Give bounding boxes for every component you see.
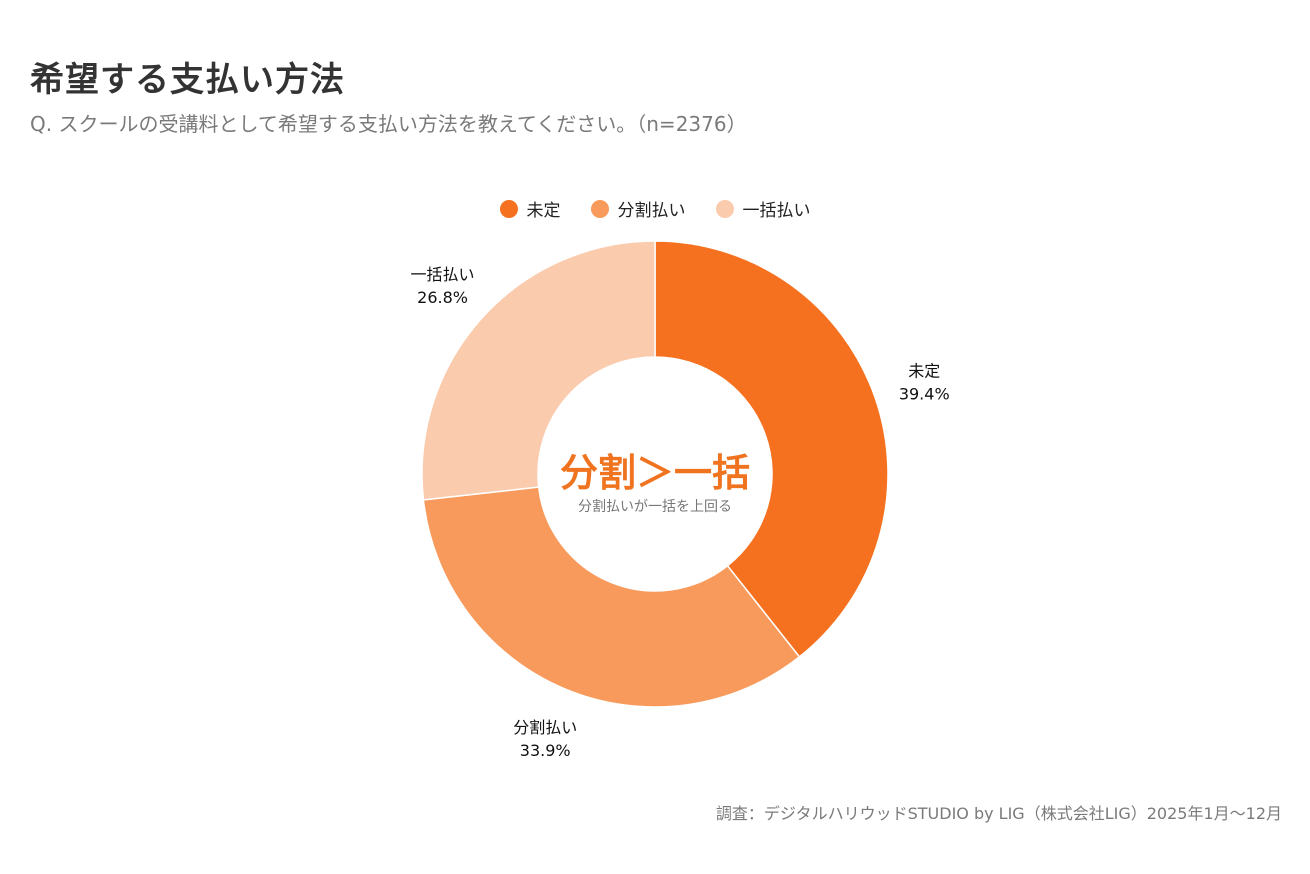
slice-value-installment: 33.9% bbox=[520, 741, 571, 760]
legend-item-lump-sum: 一括払い bbox=[715, 196, 811, 221]
chart-legend: 未定 分割払い 一括払い bbox=[0, 196, 1310, 221]
chart-subtitle: Q. スクールの受講料として希望する支払い方法を教えてください。（n=2376） bbox=[30, 112, 747, 136]
slice-value-undecided: 39.4% bbox=[899, 385, 950, 404]
slice-installment bbox=[422, 486, 801, 708]
legend-label-undecided: 未定 bbox=[526, 201, 561, 221]
legend-swatch-undecided bbox=[499, 199, 518, 218]
legend-item-undecided: 未定 bbox=[499, 196, 561, 221]
slice-undecided bbox=[654, 240, 889, 658]
source-note: 調査：デジタルハリウッドSTUDIO by LIG（株式会社LIG）2025年1… bbox=[715, 804, 1282, 823]
slice-label-installment: 分割払い bbox=[513, 718, 577, 737]
chart-title: 希望する支払い方法 bbox=[30, 60, 345, 100]
legend-label-installment: 分割払い bbox=[617, 201, 686, 221]
center-subtext: 分割払いが一括を上回る bbox=[578, 498, 732, 515]
center-headline: 分割＞一括 bbox=[560, 451, 750, 495]
slice-label-lump-sum: 一括払い bbox=[411, 265, 475, 284]
legend-swatch-lump-sum bbox=[715, 199, 734, 218]
slice-label-undecided: 未定 bbox=[908, 362, 940, 381]
legend-swatch-installment bbox=[590, 199, 609, 218]
legend-item-installment: 分割払い bbox=[590, 196, 686, 221]
slice-value-lump-sum: 26.8% bbox=[417, 288, 468, 307]
legend-label-lump-sum: 一括払い bbox=[742, 201, 811, 221]
slice-lump-sum bbox=[421, 240, 656, 501]
